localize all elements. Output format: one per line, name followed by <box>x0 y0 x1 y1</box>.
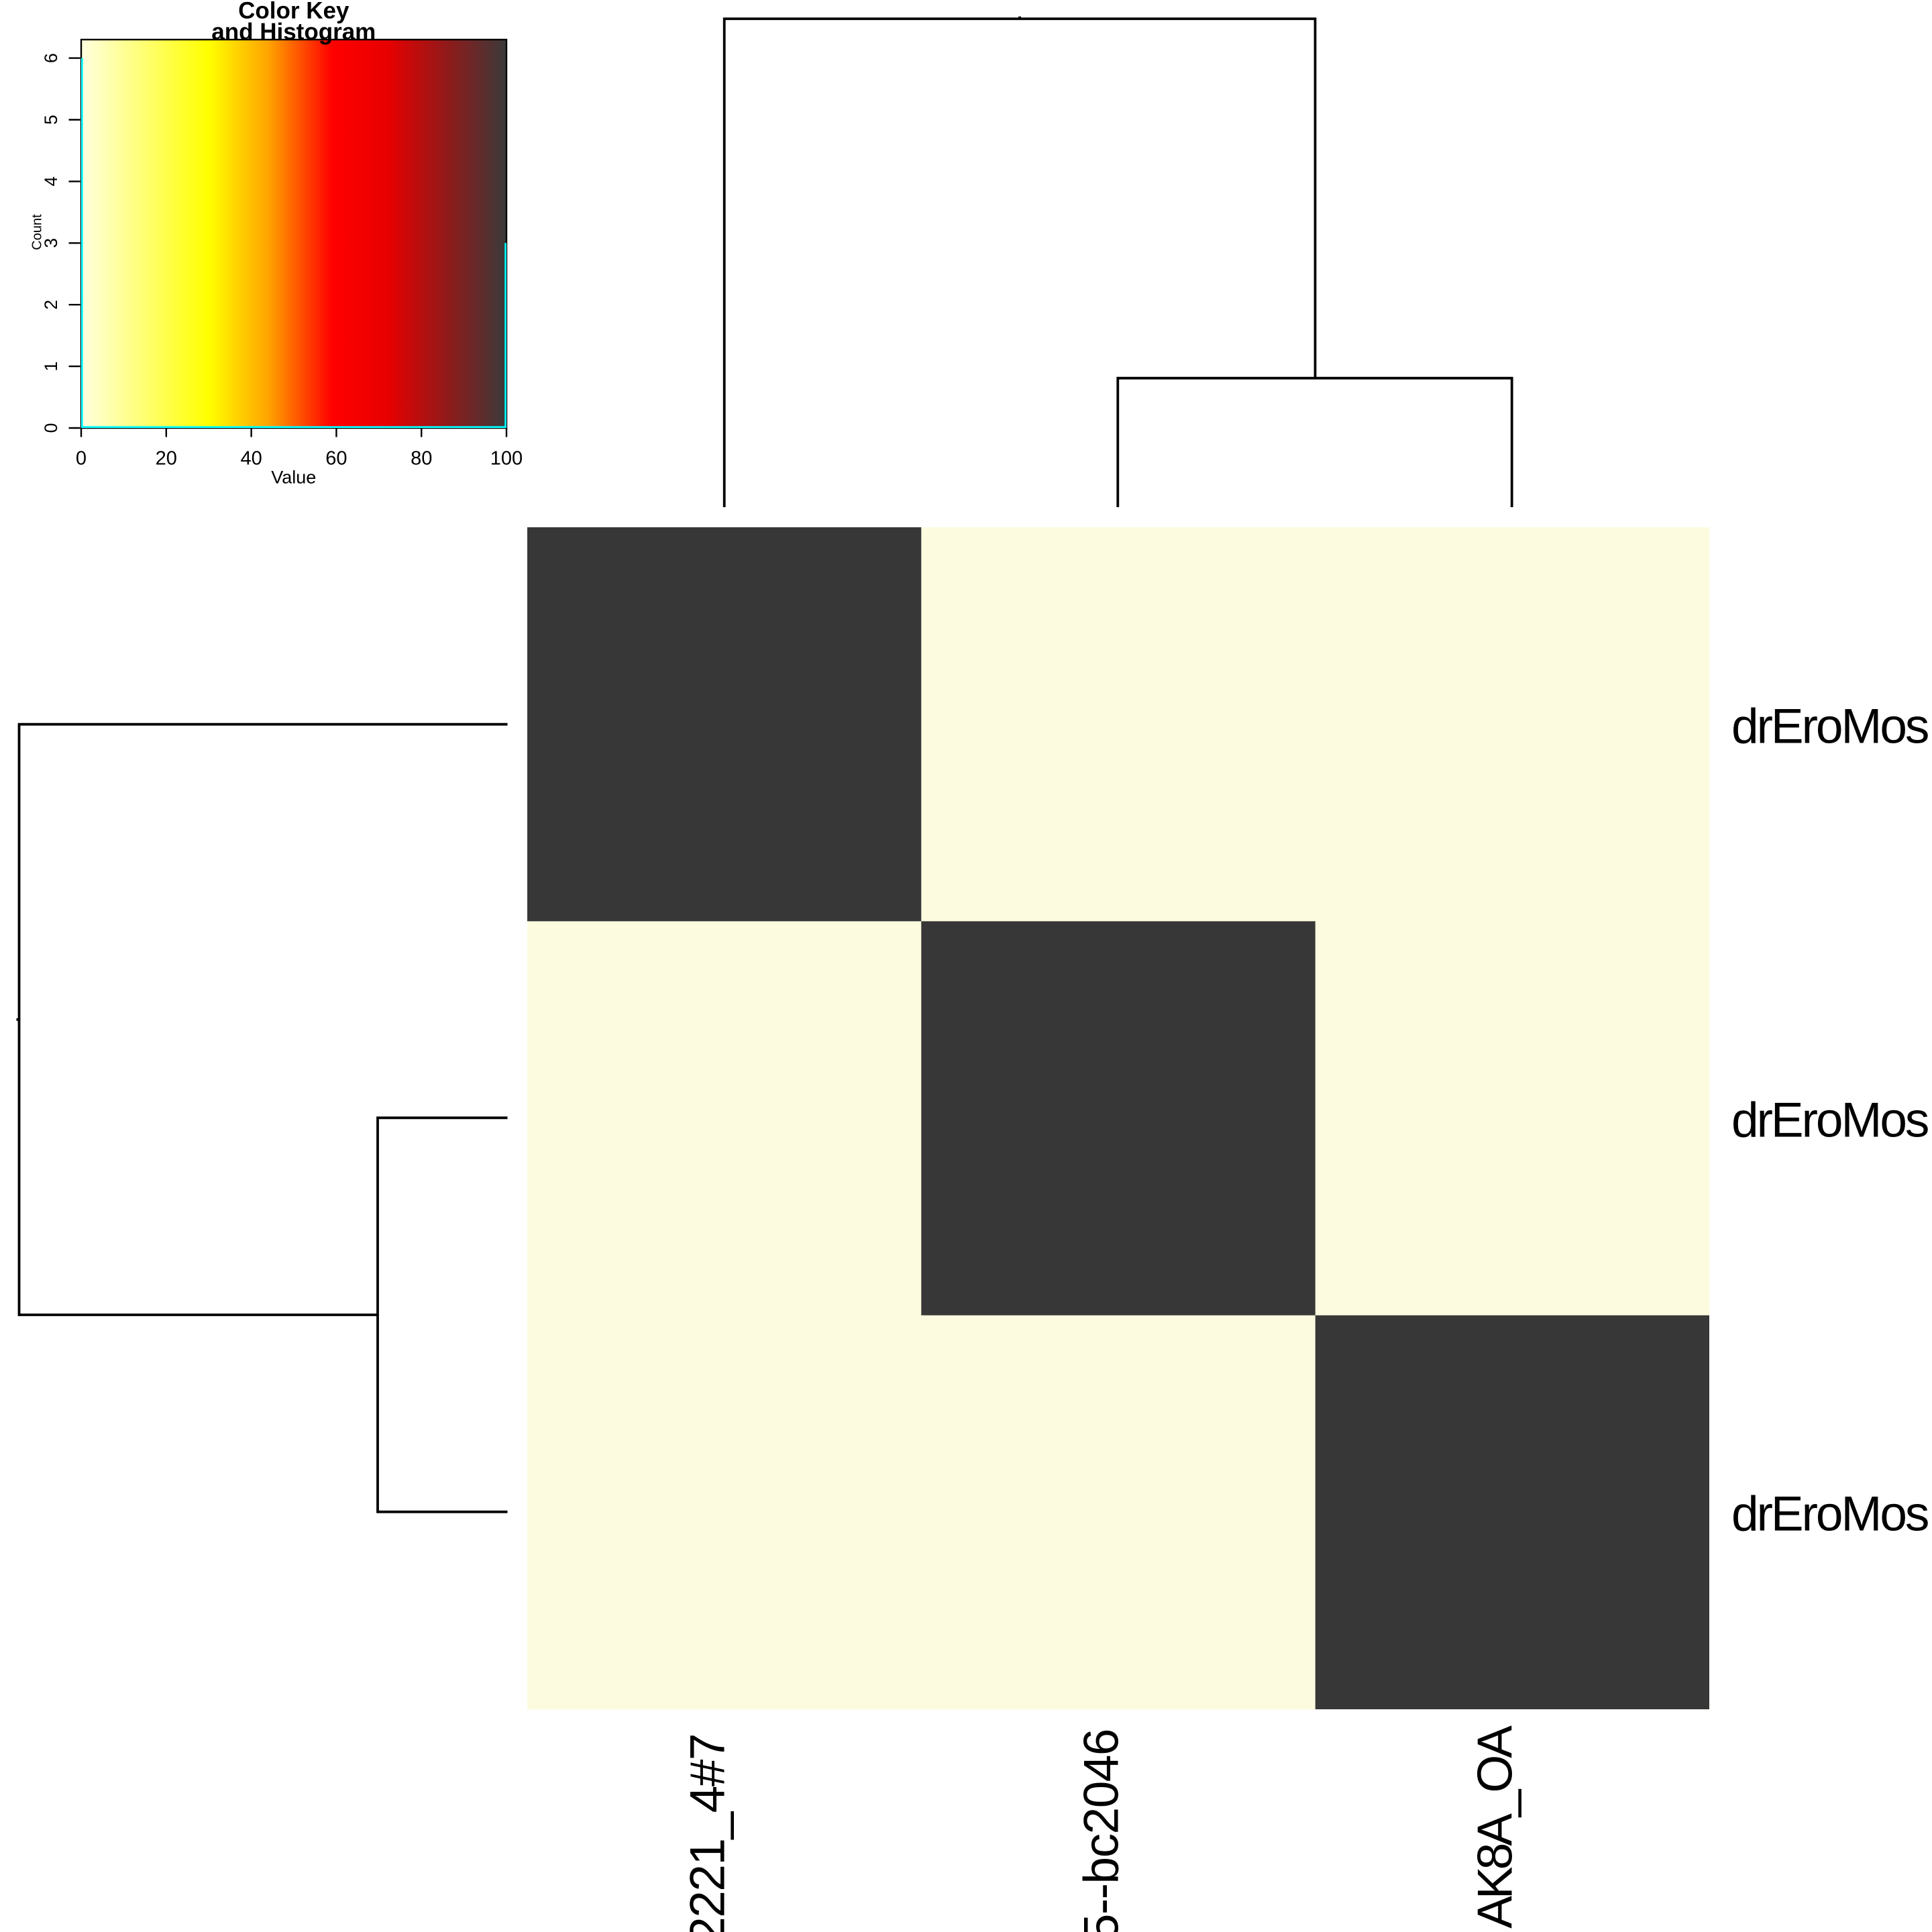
svg-text:drEroMos: drEroMos <box>1731 1487 1928 1542</box>
svg-text:drEroMos: drEroMos <box>1731 700 1928 754</box>
svg-text:Count: Count <box>30 214 45 250</box>
svg-text:0: 0 <box>41 423 61 433</box>
svg-text:Color Key: Color Key <box>238 0 350 24</box>
svg-text:1: 1 <box>41 362 61 372</box>
svg-text:and Histogram: and Histogram <box>211 19 376 45</box>
svg-text:60: 60 <box>325 448 347 470</box>
svg-text:AK8A_OA: AK8A_OA <box>1468 1725 1523 1929</box>
svg-text:20: 20 <box>156 448 177 470</box>
svg-text:2221_4#7: 2221_4#7 <box>681 1734 735 1932</box>
svg-text:4: 4 <box>41 176 61 186</box>
svg-text:100: 100 <box>490 448 523 470</box>
svg-text:6: 6 <box>41 53 61 63</box>
svg-text:5: 5 <box>41 115 61 125</box>
svg-text:80: 80 <box>411 448 432 470</box>
svg-text:5--bc2046: 5--bc2046 <box>1074 1729 1128 1932</box>
svg-text:drEroMos: drEroMos <box>1731 1093 1928 1147</box>
svg-text:0: 0 <box>76 448 87 470</box>
svg-text:3: 3 <box>41 238 61 248</box>
svg-text:Value: Value <box>271 468 316 488</box>
svg-text:40: 40 <box>240 448 262 470</box>
svg-text:2: 2 <box>41 300 61 310</box>
